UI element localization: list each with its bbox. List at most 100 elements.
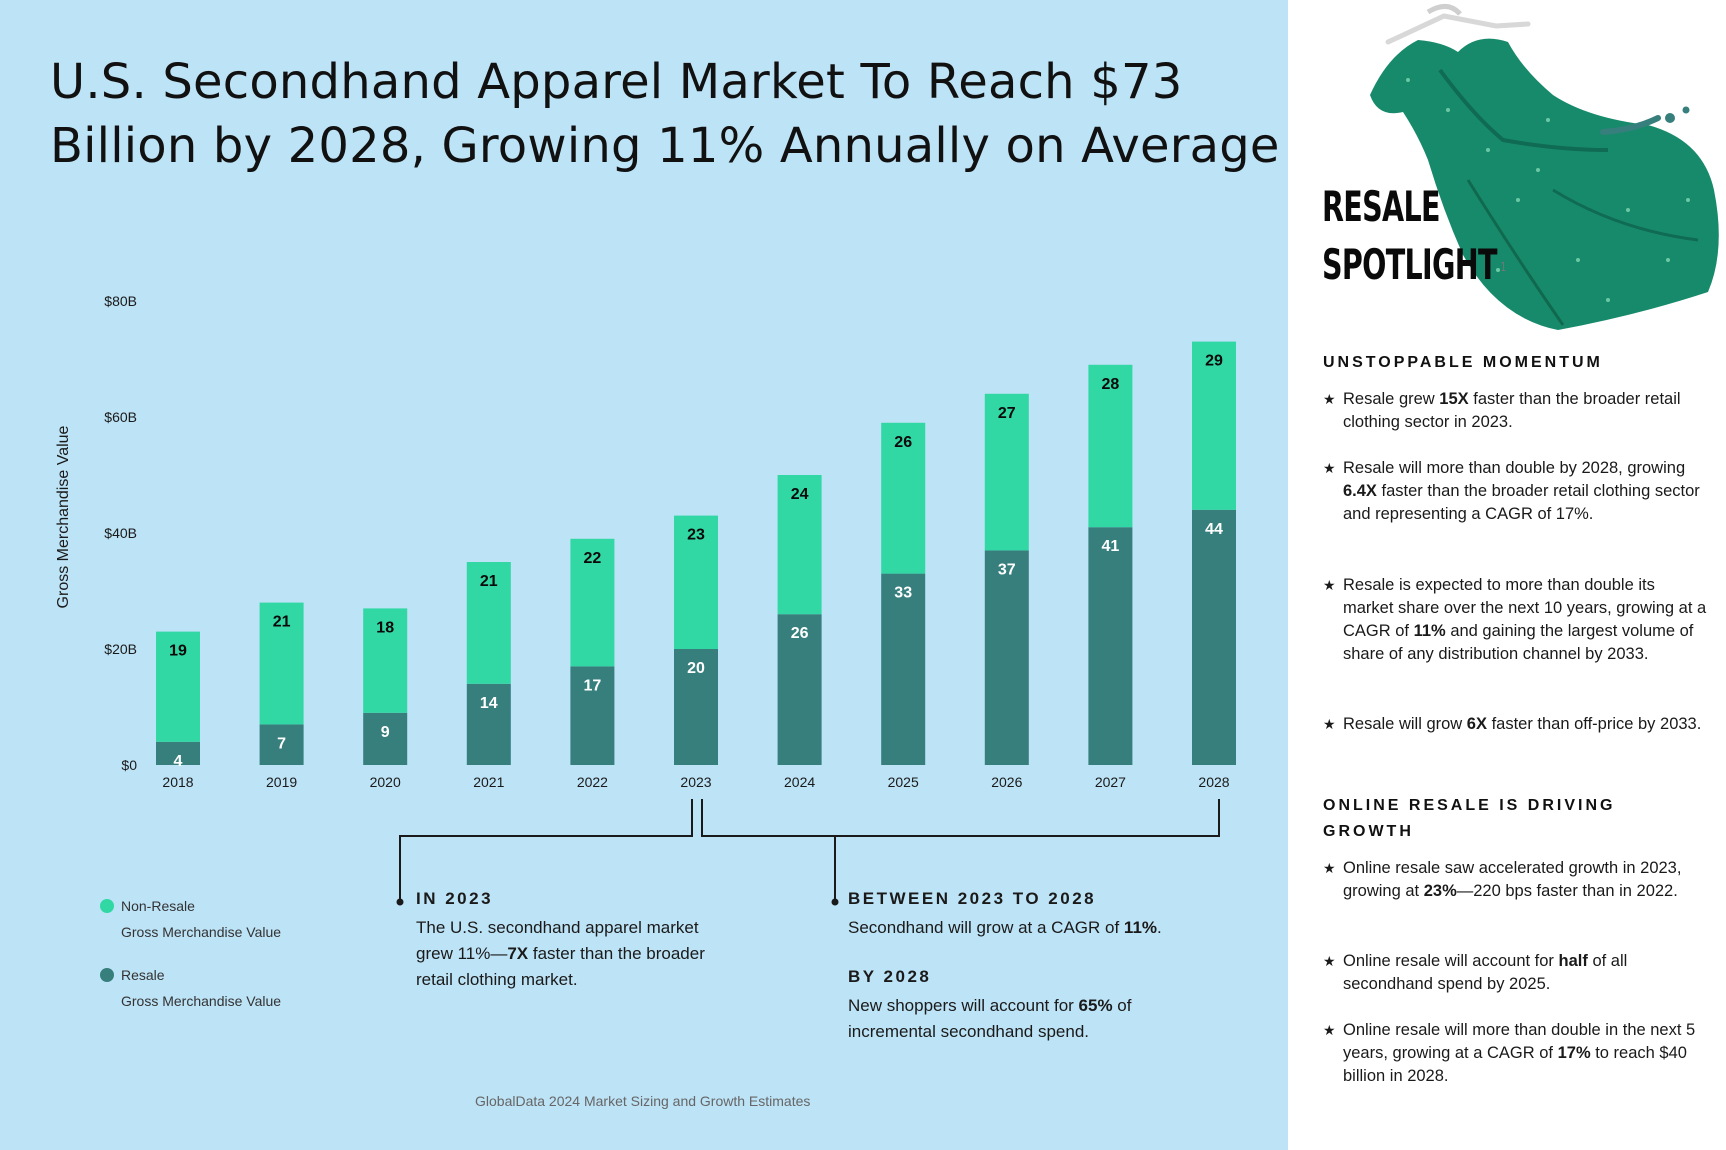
bullet-item: ★ Resale is expected to more than double … — [1323, 576, 1707, 663]
data-label-resale-2020: 9 — [381, 724, 390, 741]
star-icon: ★ — [1323, 391, 1336, 407]
y-axis: $0 $20B $40B $60B $80B — [104, 293, 137, 773]
legend-resale-label: Resale — [121, 967, 165, 983]
data-label-non-resale-2023: 23 — [687, 527, 705, 544]
note-2028-heading: BY 2028 — [848, 967, 932, 986]
x-tick-label-2026: 2026 — [991, 774, 1022, 790]
x-tick-label-2027: 2027 — [1095, 774, 1126, 790]
x-tick-label-2024: 2024 — [784, 774, 815, 790]
data-label-resale-2026: 37 — [998, 561, 1016, 578]
x-tick-label-2025: 2025 — [888, 774, 919, 790]
bar-non-resale-2024 — [777, 475, 822, 615]
bar-non-resale-2025 — [881, 422, 926, 574]
legend-resale: Resale Gross Merchandise Value — [100, 962, 281, 1014]
y-tick-label: $40B — [104, 525, 137, 541]
y-tick-label: $0 — [121, 757, 137, 773]
data-label-non-resale-2020: 18 — [376, 619, 394, 636]
note-2023-2028-text: Secondhand will grow at a CAGR of 11%. — [848, 918, 1162, 937]
x-tick-label-2019: 2019 — [266, 774, 297, 790]
spotlight-panel: RESALE SPOTLIGHT 1 UNSTOPPABLE MOMENTUM ★… — [1288, 0, 1726, 1150]
data-label-non-resale-2018: 19 — [169, 643, 187, 660]
bar-non-resale-2026 — [984, 393, 1029, 551]
bar-resale-2024 — [777, 614, 822, 765]
data-label-non-resale-2019: 21 — [273, 614, 291, 631]
spotlight-title-line1: RESALE — [1322, 182, 1440, 231]
legend-non-resale-label: Non-Resale — [121, 898, 195, 914]
data-label-non-resale-2028: 29 — [1205, 353, 1223, 370]
bar-resale-2018 — [156, 741, 200, 765]
bar-non-resale-2019 — [259, 602, 304, 725]
bullet-item: ★ Online resale will account for half of … — [1323, 952, 1628, 993]
bracket-2023 — [399, 799, 693, 899]
note-2023: IN 2023 The U.S. secondhand apparel mark… — [416, 886, 736, 993]
note-2028-text: New shoppers will account for 65% of inc… — [848, 996, 1132, 1041]
bar-non-resale-2028 — [1192, 341, 1236, 510]
spotlight-title: RESALE SPOTLIGHT 1 — [1322, 178, 1506, 294]
note-2028: BY 2028 New shoppers will account for 65… — [848, 964, 1178, 1045]
bar-resale-2021 — [466, 683, 511, 765]
data-label-resale-2023: 20 — [687, 660, 705, 677]
section-online-resale: ONLINE RESALE IS DRIVING GROWTH — [1323, 797, 1616, 840]
spotlight-footnote: 1 — [1500, 260, 1506, 274]
dress-illustration-icon — [1370, 4, 1719, 331]
data-label-resale-2022: 17 — [584, 677, 602, 694]
legend-non-resale-swatch — [100, 899, 114, 913]
data-label-resale-2027: 41 — [1102, 538, 1120, 555]
page-title: U.S. Secondhand Apparel Market To Reach … — [50, 54, 1280, 174]
bar-non-resale-2023 — [674, 515, 718, 649]
y-tick-label: $20B — [104, 641, 137, 657]
legend-non-resale-sublabel: Gross Merchandise Value — [121, 924, 282, 940]
star-icon: ★ — [1323, 716, 1336, 732]
bar-resale-2025 — [881, 573, 926, 765]
data-label-non-resale-2022: 22 — [584, 550, 602, 567]
star-icon: ★ — [1323, 953, 1336, 969]
bullet-item: ★ Resale will more than double by 2028, g… — [1323, 459, 1700, 523]
bullet-item: ★ Online resale will more than double in … — [1323, 1021, 1696, 1085]
main-panel: U.S. Secondhand Apparel Market To Reach … — [0, 0, 1288, 1150]
bullet-item: ★ Resale will grow 6X faster than off-pri… — [1323, 713, 1708, 736]
bar-resale-2026 — [984, 550, 1029, 765]
bar-non-resale-2027 — [1088, 364, 1133, 528]
data-label-resale-2019: 7 — [277, 735, 286, 752]
x-tick-label-2023: 2023 — [680, 774, 711, 790]
bullet-item: ★ Online resale saw accelerated growth in… — [1323, 859, 1682, 900]
note-2023-heading: IN 2023 — [416, 889, 494, 908]
y-tick-label: $80B — [104, 293, 137, 309]
bracket-dot-2028 — [831, 898, 839, 906]
x-tick-label-2028: 2028 — [1198, 774, 1229, 790]
bar-resale-2022 — [570, 666, 615, 765]
data-label-non-resale-2027: 28 — [1102, 376, 1120, 393]
x-tick-label-2021: 2021 — [473, 774, 504, 790]
x-tick-label-2018: 2018 — [162, 774, 193, 790]
bar-resale-2028 — [1192, 509, 1236, 765]
legend-resale-sublabel: Gross Merchandise Value — [121, 993, 282, 1009]
x-tick-label-2022: 2022 — [577, 774, 608, 790]
bracket-2023-2028 — [701, 799, 1220, 837]
note-2023-2028-heading: BETWEEN 2023 TO 2028 — [848, 889, 1097, 908]
bar-non-resale-2020 — [363, 608, 408, 713]
note-2023-text: The U.S. secondhand apparel market grew … — [416, 918, 705, 989]
bar-resale-2020 — [363, 712, 408, 765]
data-label-non-resale-2026: 27 — [998, 405, 1016, 422]
bar-resale-2019 — [259, 724, 304, 765]
bracket-lines — [396, 799, 1220, 906]
bullet-item: ★ Resale grew 15X faster than the broader… — [1323, 390, 1681, 431]
data-label-resale-2028: 44 — [1205, 521, 1223, 538]
data-label-resale-2018: 4 — [174, 753, 183, 770]
spotlight-title-line2: SPOTLIGHT 1 — [1322, 240, 1506, 289]
section-unstoppable-momentum: UNSTOPPABLE MOMENTUM — [1323, 354, 1603, 371]
data-label-non-resale-2024: 24 — [791, 486, 809, 503]
stacked-bar-chart: $0$20B$40B$60B$80B 419721918142117222023… — [104, 293, 1236, 906]
x-tick-label-2020: 2020 — [370, 774, 401, 790]
bar-non-resale-2021 — [466, 562, 511, 684]
data-label-resale-2024: 26 — [791, 625, 809, 642]
y-tick-label: $60B — [104, 409, 137, 425]
y-axis-title: Gross Merchandise Value — [55, 425, 72, 609]
source-citation: GlobalData 2024 Market Sizing and Growth… — [475, 1093, 811, 1109]
legend-non-resale: Non-Resale Gross Merchandise Value — [100, 893, 281, 945]
x-axis: 2018 2019 2020 2021 2022 2023 2024 2025 2026 2027… — [162, 774, 1229, 790]
bar-resale-2023 — [674, 649, 718, 765]
star-icon: ★ — [1323, 460, 1336, 476]
bracket-dot-2023 — [396, 898, 404, 906]
star-icon: ★ — [1323, 860, 1336, 876]
